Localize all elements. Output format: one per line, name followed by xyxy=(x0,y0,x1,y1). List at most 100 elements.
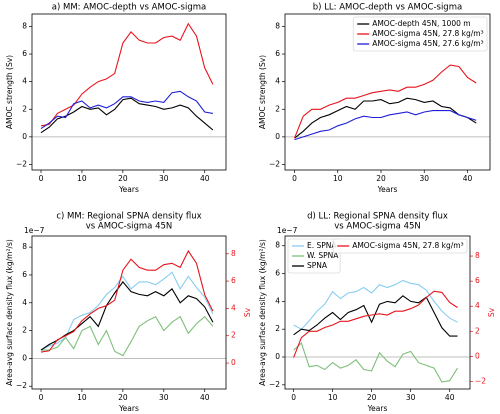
y-tick-label: 6 xyxy=(275,269,280,278)
y-tick-label: −2 xyxy=(16,159,27,168)
y-tick-label: −2 xyxy=(269,159,280,168)
legend-label: SPNA xyxy=(307,261,328,270)
y2-tick-label: −2 xyxy=(475,376,486,385)
x-axis-label: Years xyxy=(367,404,388,413)
x-tick-label: 20 xyxy=(118,393,128,402)
y2-tick-label: 2 xyxy=(475,326,480,335)
y-tick-label: 2 xyxy=(275,324,280,333)
y-tick-label: 2 xyxy=(22,104,27,113)
series-line xyxy=(40,90,213,130)
y-axis-label: AMOC strength (Sv) xyxy=(258,55,267,129)
y2-tick-label: 2 xyxy=(231,331,236,340)
y-tick-label: 4 xyxy=(22,298,27,307)
x-tick-label: 30 xyxy=(406,393,416,402)
y-tick-label: −2 xyxy=(269,380,280,389)
y2-tick-label: 6 xyxy=(475,276,480,285)
x-tick-label: 0 xyxy=(39,393,44,402)
series-line xyxy=(293,342,458,383)
y-tick-label: 4 xyxy=(22,77,27,86)
x-axis-label: Years xyxy=(118,185,139,194)
x-tick-label: 30 xyxy=(159,174,169,183)
y2-tick-label: 4 xyxy=(231,303,236,312)
offset-text: 1e−7 xyxy=(24,226,45,235)
series-line xyxy=(40,281,214,351)
y2-axis-label: Sv xyxy=(487,307,496,317)
y2-tick-label: 4 xyxy=(475,301,480,310)
x-tick-label: 20 xyxy=(118,174,128,183)
chart-title: vs AMOC-sigma 45N xyxy=(334,222,421,232)
y-tick-label: 2 xyxy=(275,104,280,113)
legend-label: E. SPNA xyxy=(307,241,337,250)
y-tick-label: 0 xyxy=(22,132,27,141)
y-tick-label: 2 xyxy=(22,326,27,335)
legend-label: W. SPNA xyxy=(307,251,339,260)
y-tick-label: 0 xyxy=(275,132,280,141)
chart-title: d) LL: Regional SPNA density flux xyxy=(307,212,448,222)
series-line xyxy=(293,279,458,330)
legend-label: AMOC-sigma 45N, 27.8 kg/m³ xyxy=(372,29,483,38)
x-tick-label: 10 xyxy=(328,393,338,402)
y-tick-label: 4 xyxy=(275,296,280,305)
y2-tick-label: 6 xyxy=(231,276,236,285)
y2-tick-label: 0 xyxy=(475,351,480,360)
y-axis-label: AMOC strength (Sv) xyxy=(5,55,14,129)
x-tick-label: 40 xyxy=(200,174,210,183)
x-tick-label: 0 xyxy=(291,393,296,402)
y2-axis-label: Sv xyxy=(243,307,252,317)
y-tick-label: 4 xyxy=(275,77,280,86)
y-tick-label: 8 xyxy=(22,242,27,251)
series-line xyxy=(40,271,214,351)
chart-title: vs AMOC-sigma 45N xyxy=(86,222,173,232)
x-tick-label: 40 xyxy=(445,393,455,402)
chart-title: b) LL: AMOC-depth vs AMOC-sigma xyxy=(313,3,462,13)
series-line xyxy=(40,97,214,134)
x-tick-label: 40 xyxy=(463,174,473,183)
y-tick-label: 6 xyxy=(275,49,280,58)
y-tick-label: 0 xyxy=(275,352,280,361)
chart-title: c) MM: Regional SPNA density flux xyxy=(56,212,201,222)
y-axis-label: Area-avg surface density flux (kg/m²/s) xyxy=(258,239,267,386)
x-tick-label: 30 xyxy=(159,393,169,402)
plot-frame xyxy=(31,235,227,390)
y-tick-label: 8 xyxy=(275,21,280,30)
offset-text: 1e−7 xyxy=(277,226,298,235)
x-tick-label: 30 xyxy=(419,174,429,183)
series-line xyxy=(293,290,458,358)
chart-title: a) MM: AMOC-depth vs AMOC-sigma xyxy=(52,3,206,13)
legend-label: AMOC-sigma 45N, 27.8 kg/m³ xyxy=(352,241,463,250)
y-tick-label: 0 xyxy=(22,353,27,362)
y2-tick-label: 8 xyxy=(475,251,480,260)
legend-label: AMOC-sigma 45N, 27.6 kg/m³ xyxy=(372,39,483,48)
x-axis-label: Years xyxy=(118,404,139,413)
y2-tick-label: 0 xyxy=(231,358,236,367)
series-line xyxy=(293,64,477,139)
plot-frame xyxy=(284,235,471,390)
y2-tick-label: 8 xyxy=(231,249,236,258)
x-tick-label: 10 xyxy=(77,174,87,183)
legend-box xyxy=(332,238,468,254)
x-tick-label: 40 xyxy=(200,393,210,402)
series-line xyxy=(294,97,477,139)
y-tick-label: 6 xyxy=(22,49,27,58)
y-tick-label: 6 xyxy=(22,270,27,279)
x-tick-label: 20 xyxy=(376,174,386,183)
x-tick-label: 0 xyxy=(292,174,297,183)
series-line xyxy=(294,110,477,141)
series-line xyxy=(40,22,214,127)
series-line xyxy=(41,315,214,357)
series-line xyxy=(293,295,458,337)
plot-frame xyxy=(284,13,491,171)
y-tick-label: 8 xyxy=(275,241,280,250)
x-tick-label: 0 xyxy=(39,174,44,183)
x-tick-label: 10 xyxy=(77,393,87,402)
legend-label: AMOC-depth 45N, 1000 m xyxy=(372,19,470,28)
x-tick-label: 20 xyxy=(367,393,377,402)
legend-box xyxy=(287,238,341,274)
y-tick-label: −2 xyxy=(16,381,27,390)
y-axis-label: Area-avg surface density flux (kg/m²/s) xyxy=(5,239,14,386)
series-line xyxy=(40,249,214,353)
x-axis-label: Years xyxy=(377,185,398,194)
legend-box xyxy=(352,16,488,52)
x-tick-label: 10 xyxy=(333,174,343,183)
